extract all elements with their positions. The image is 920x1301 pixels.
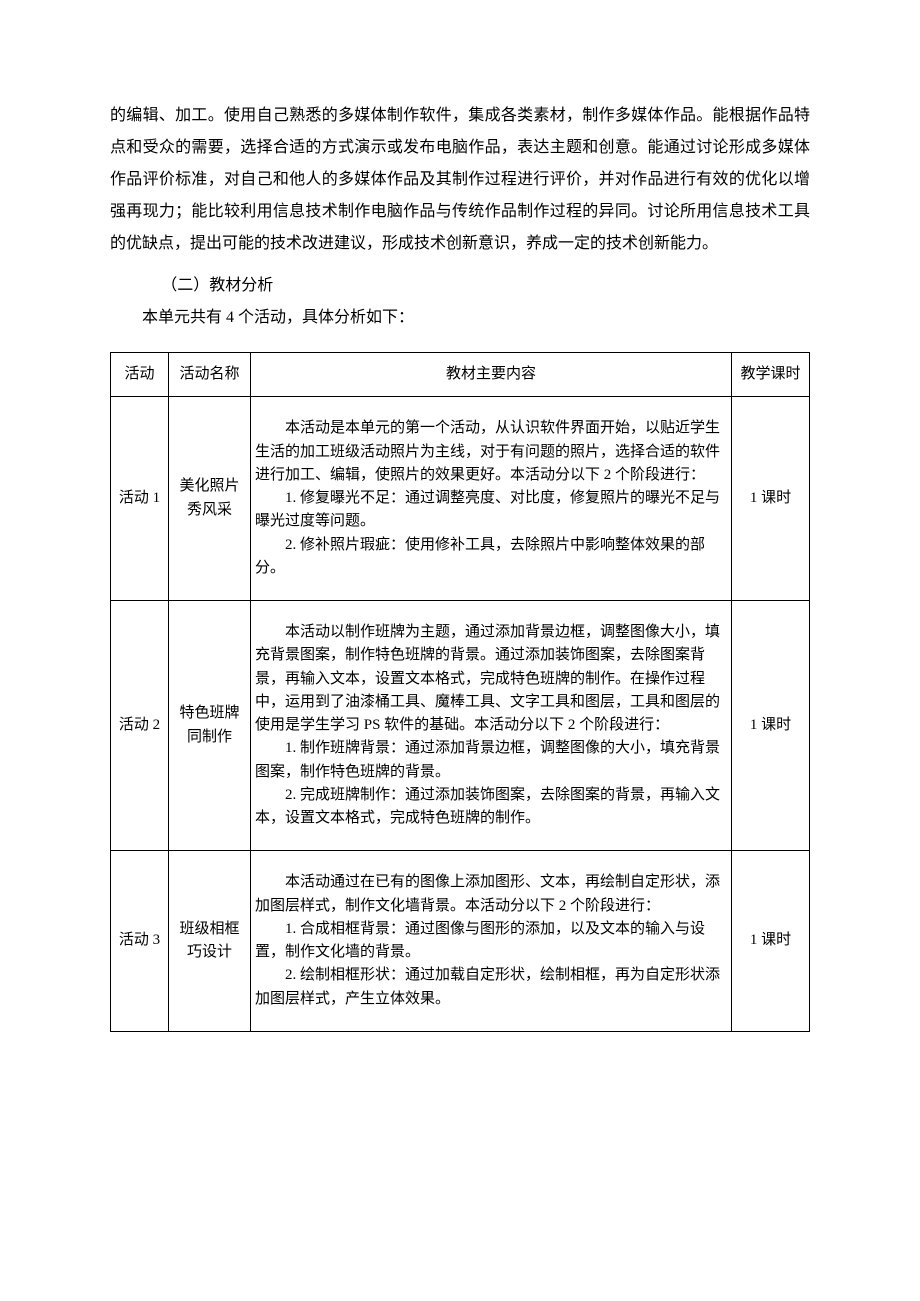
cell-content: 本活动通过在已有的图像上添加图形、文本，再绘制自定形状，添加图层样式，制作文化墙… [251, 851, 732, 1032]
cell-activity: 活动 1 [111, 397, 169, 601]
intro-paragraph: 的编辑、加工。使用自己熟悉的多媒体制作软件，集成各类素材，制作多媒体作品。能根据… [110, 100, 810, 260]
content-item: 2. 绘制相框形状：通过加载自定形状，绘制相框，再为自定形状添加图层样式，产生立… [255, 964, 727, 1011]
content-para: 本活动通过在已有的图像上添加图形、文本，再绘制自定形状，添加图层样式，制作文化墙… [255, 871, 727, 918]
table-row: 活动 2 特色班牌同制作 本活动以制作班牌为主题，通过添加背景边框，调整图像大小… [111, 601, 810, 851]
header-content: 教材主要内容 [251, 353, 732, 397]
section-title: （二）教材分析 [110, 270, 810, 302]
cell-name: 特色班牌同制作 [169, 601, 251, 851]
header-hours: 教学课时 [732, 353, 810, 397]
cell-hours: 1 课时 [732, 397, 810, 601]
cell-activity: 活动 3 [111, 851, 169, 1032]
content-item: 1. 合成相框背景：通过图像与图形的添加，以及文本的输入与设置，制作文化墙的背景… [255, 918, 727, 965]
table-row: 活动 1 美化照片秀风采 本活动是本单元的第一个活动，从认识软件界面开始，以贴近… [111, 397, 810, 601]
header-name: 活动名称 [169, 353, 251, 397]
content-item: 2. 修补照片瑕疵：使用修补工具，去除照片中影响整体效果的部分。 [255, 534, 727, 581]
cell-hours: 1 课时 [732, 601, 810, 851]
table-row: 活动 3 班级相框巧设计 本活动通过在已有的图像上添加图形、文本，再绘制自定形状… [111, 851, 810, 1032]
table-header-row: 活动 活动名称 教材主要内容 教学课时 [111, 353, 810, 397]
content-item: 1. 制作班牌背景：通过添加背景边框，调整图像的大小，填充背景图案，制作特色班牌… [255, 737, 727, 784]
cell-content: 本活动是本单元的第一个活动，从认识软件界面开始，以贴近学生生活的加工班级活动照片… [251, 397, 732, 601]
cell-content: 本活动以制作班牌为主题，通过添加背景边框，调整图像大小，填充背景图案，制作特色班… [251, 601, 732, 851]
cell-activity: 活动 2 [111, 601, 169, 851]
cell-name: 班级相框巧设计 [169, 851, 251, 1032]
unit-line: 本单元共有 4 个活动，具体分析如下： [110, 302, 810, 334]
content-item: 2. 完成班牌制作：通过添加装饰图案，去除图案的背景，再输入文本，设置文本格式，… [255, 784, 727, 831]
header-activity: 活动 [111, 353, 169, 397]
cell-hours: 1 课时 [732, 851, 810, 1032]
cell-name: 美化照片秀风采 [169, 397, 251, 601]
content-para: 本活动以制作班牌为主题，通过添加背景边框，调整图像大小，填充背景图案，制作特色班… [255, 621, 727, 737]
activity-table: 活动 活动名称 教材主要内容 教学课时 活动 1 美化照片秀风采 本活动是本单元… [110, 352, 810, 1032]
content-para: 本活动是本单元的第一个活动，从认识软件界面开始，以贴近学生生活的加工班级活动照片… [255, 417, 727, 487]
content-item: 1. 修复曝光不足：通过调整亮度、对比度，修复照片的曝光不足与曝光过度等问题。 [255, 487, 727, 534]
